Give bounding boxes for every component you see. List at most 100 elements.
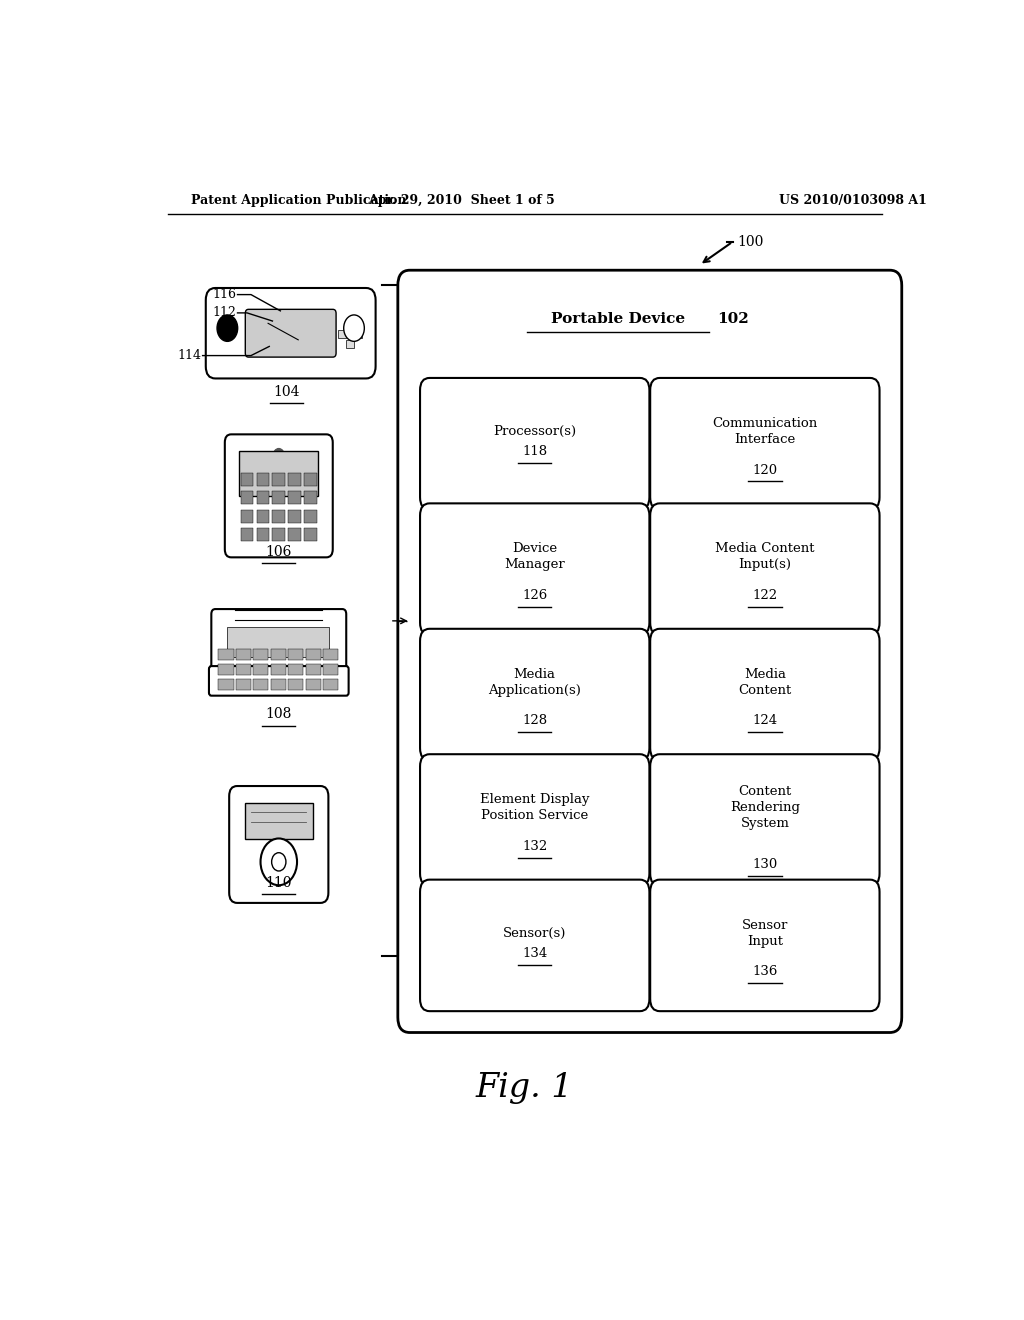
Bar [236,649,251,660]
Bar [289,664,303,676]
Bar [257,528,269,541]
Circle shape [260,838,297,886]
FancyBboxPatch shape [225,434,333,557]
Text: 120: 120 [753,463,777,477]
Text: Media
Application(s): Media Application(s) [488,668,582,697]
Bar [289,649,303,660]
Text: Apr. 29, 2010  Sheet 1 of 5: Apr. 29, 2010 Sheet 1 of 5 [368,194,555,207]
Bar [236,680,251,690]
FancyBboxPatch shape [206,288,376,379]
Text: Sensor
Input: Sensor Input [741,919,788,948]
Bar [241,473,253,486]
Bar [241,528,253,541]
Text: 112: 112 [213,306,237,319]
Bar [289,491,301,504]
Circle shape [217,315,238,342]
FancyBboxPatch shape [211,609,346,675]
Text: Portable Device: Portable Device [551,312,685,326]
FancyBboxPatch shape [650,754,880,886]
FancyBboxPatch shape [650,503,880,635]
Text: Media Content
Input(s): Media Content Input(s) [715,543,815,572]
Bar [257,491,269,504]
Bar [272,510,285,523]
FancyBboxPatch shape [650,378,880,510]
Bar [306,664,321,676]
Bar [270,649,286,660]
Bar [253,680,268,690]
Text: Content
Rendering
System: Content Rendering System [730,785,800,830]
Bar [304,473,316,486]
Text: 126: 126 [522,589,548,602]
Bar [245,803,312,840]
Bar [218,680,233,690]
Bar [218,664,233,676]
Text: 106: 106 [265,545,292,558]
Text: 122: 122 [753,589,777,602]
Bar [257,510,269,523]
FancyBboxPatch shape [420,503,649,635]
Bar [324,664,338,676]
Bar [270,680,286,690]
Bar [218,649,233,660]
Text: Patent Application Publication: Patent Application Publication [191,194,407,207]
Bar [253,649,268,660]
FancyBboxPatch shape [420,879,649,1011]
Bar [257,473,269,486]
FancyBboxPatch shape [209,667,348,696]
FancyBboxPatch shape [650,628,880,760]
Text: 130: 130 [753,858,777,871]
Text: Media
Content: Media Content [738,668,792,697]
Bar [272,491,285,504]
Text: 124: 124 [753,714,777,727]
Text: 128: 128 [522,714,547,727]
Bar [289,680,303,690]
Bar [289,473,301,486]
Text: 114: 114 [178,348,202,362]
Text: Element Display
Position Service: Element Display Position Service [480,793,590,822]
Text: 136: 136 [753,965,777,978]
FancyBboxPatch shape [650,879,880,1011]
Bar [241,510,253,523]
Bar [324,680,338,690]
Text: 116: 116 [213,288,237,301]
Bar [338,330,346,338]
Bar [354,330,361,338]
Text: 134: 134 [522,946,548,960]
Bar [304,491,316,504]
Circle shape [273,449,285,463]
Bar [270,664,286,676]
Text: 108: 108 [265,708,292,721]
Text: 110: 110 [265,876,292,890]
Text: Processor(s): Processor(s) [494,425,577,438]
Bar [289,528,301,541]
Text: 100: 100 [737,235,764,248]
Text: US 2010/0103098 A1: US 2010/0103098 A1 [778,194,927,207]
Text: Communication
Interface: Communication Interface [713,417,817,446]
Bar [272,473,285,486]
Text: 102: 102 [717,312,749,326]
FancyBboxPatch shape [420,378,649,510]
Text: 132: 132 [522,840,548,853]
Text: 104: 104 [273,385,300,399]
Bar [253,664,268,676]
Text: Sensor(s): Sensor(s) [503,927,566,940]
FancyBboxPatch shape [397,271,902,1032]
Bar [272,528,285,541]
FancyBboxPatch shape [246,309,336,358]
Circle shape [344,315,365,342]
Text: 118: 118 [522,445,547,458]
FancyBboxPatch shape [420,628,649,760]
Bar [227,627,329,657]
FancyBboxPatch shape [229,785,329,903]
FancyBboxPatch shape [420,754,649,886]
Circle shape [271,853,286,871]
Bar [346,319,354,329]
Bar [289,510,301,523]
Text: Device
Manager: Device Manager [505,543,565,572]
Bar [324,649,338,660]
Text: Fig. 1: Fig. 1 [476,1072,573,1105]
Bar [306,680,321,690]
Bar [304,510,316,523]
Bar [346,341,354,348]
Bar [304,528,316,541]
